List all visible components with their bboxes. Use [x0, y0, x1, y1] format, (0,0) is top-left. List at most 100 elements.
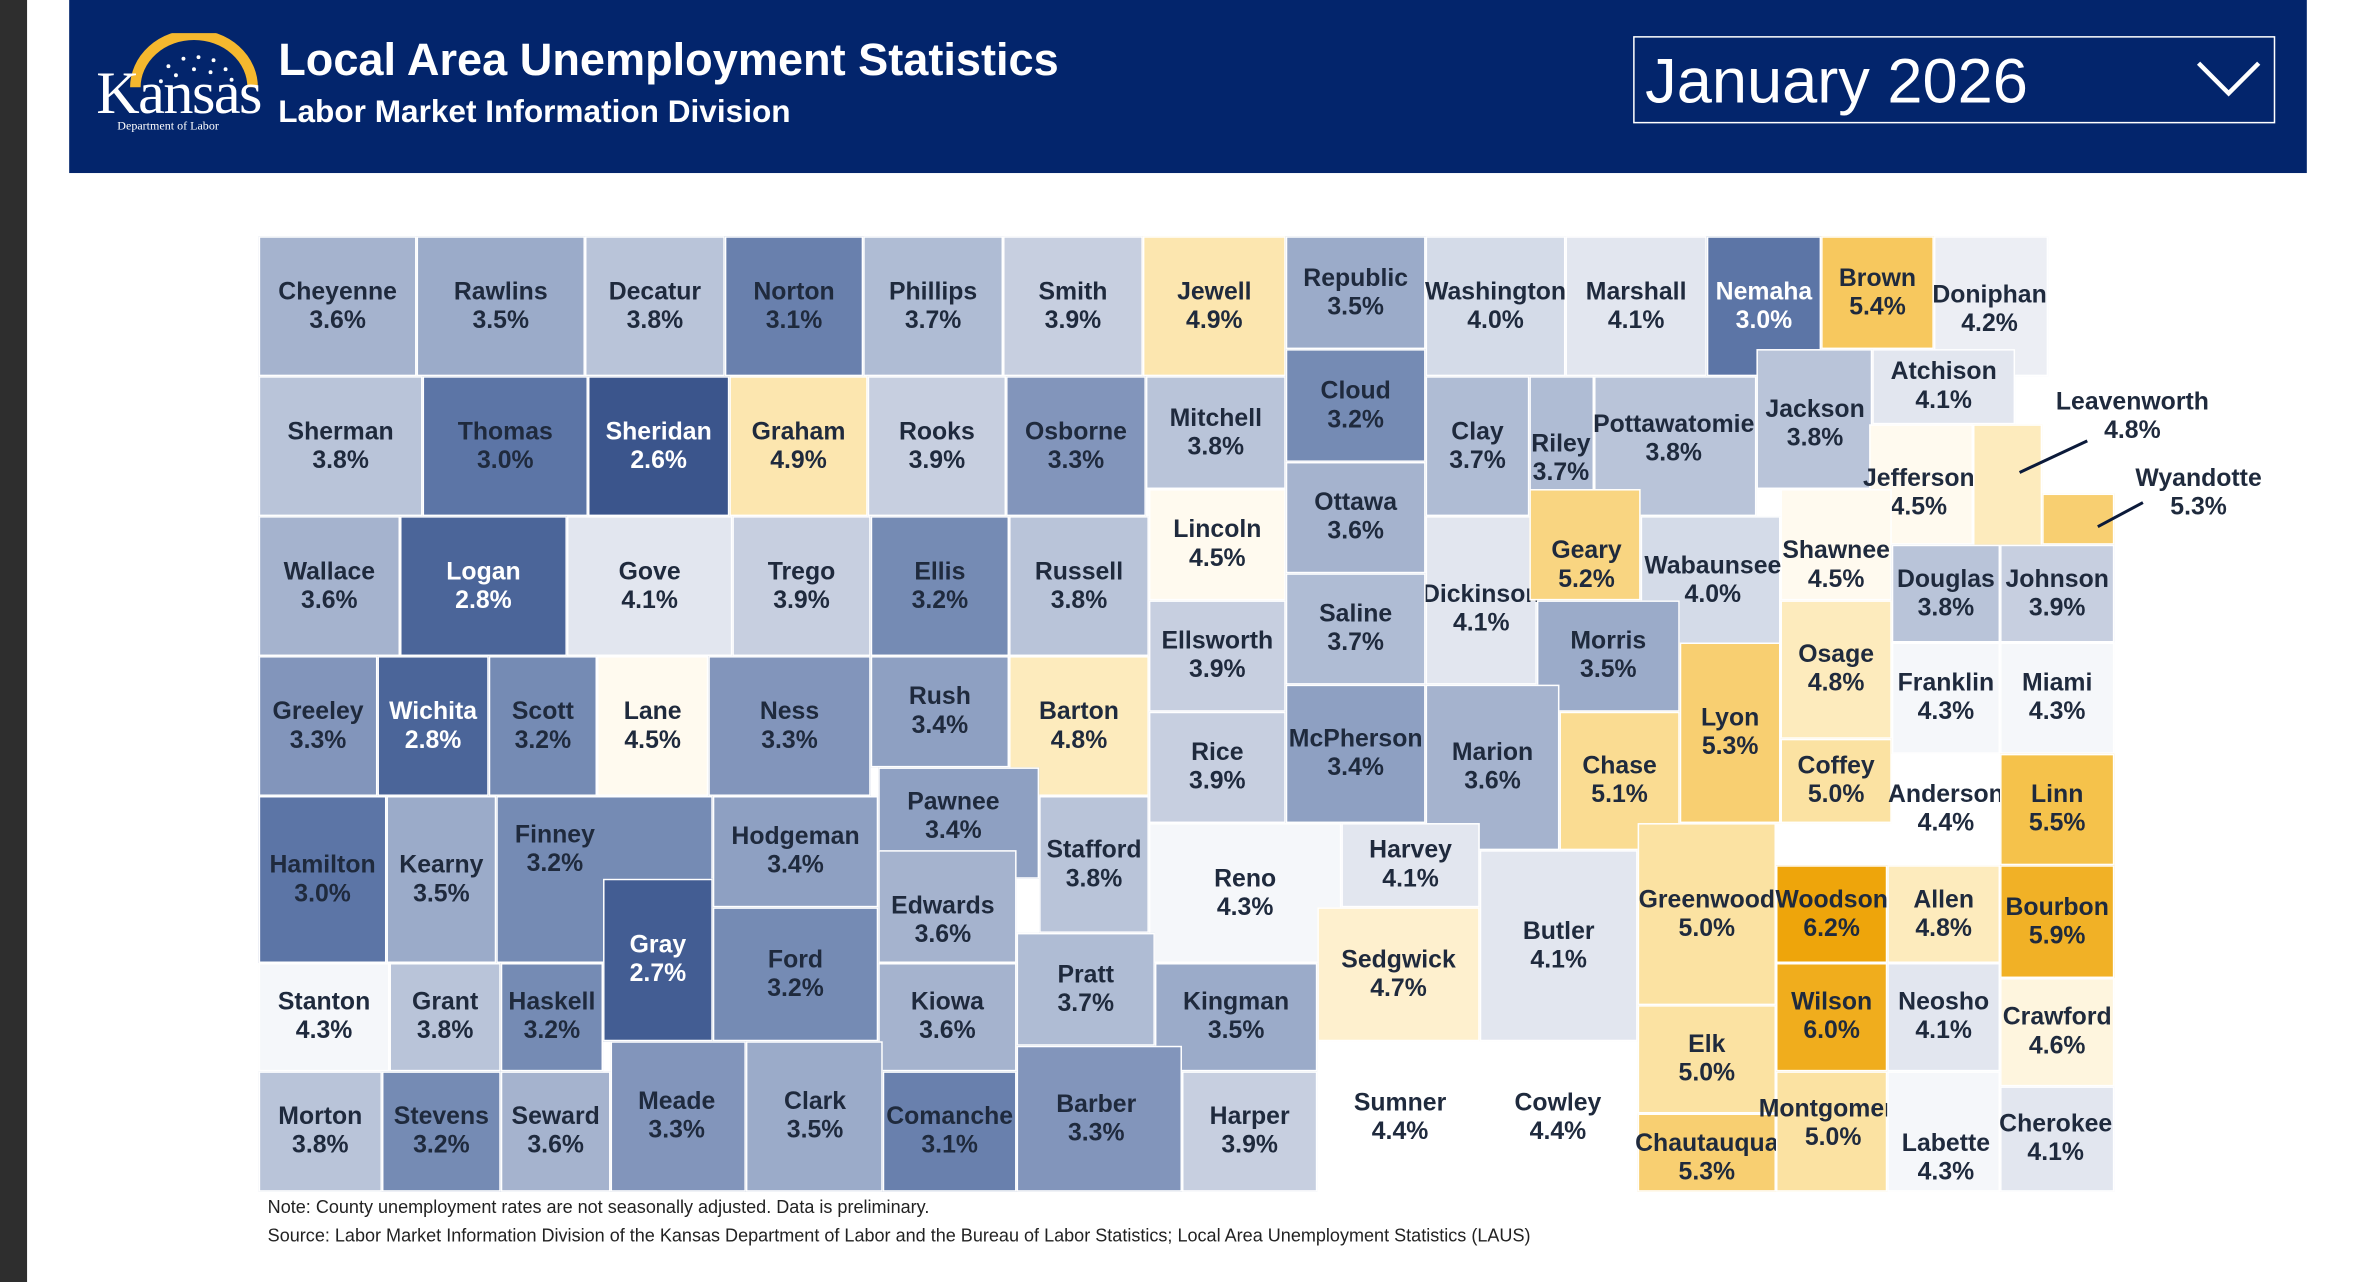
- footer-note: Note: County unemployment rates are not …: [267, 1196, 930, 1218]
- county-cherokee[interactable]: [2000, 1086, 2115, 1192]
- county-neosho[interactable]: [1887, 963, 2001, 1072]
- county-saline[interactable]: [1285, 573, 1426, 685]
- county-republic[interactable]: [1285, 236, 1426, 350]
- county-gove[interactable]: [566, 516, 733, 657]
- county-bourbon[interactable]: [2000, 865, 2115, 979]
- county-logan[interactable]: [400, 516, 567, 657]
- county-kingman[interactable]: [1154, 963, 1318, 1072]
- county-wichita[interactable]: [377, 656, 489, 796]
- county-greenwood[interactable]: [1637, 823, 1776, 1006]
- county-kiowa[interactable]: [878, 963, 1017, 1072]
- county-reno[interactable]: [1148, 823, 1342, 964]
- county-johnson[interactable]: [2000, 544, 2115, 643]
- county-brown[interactable]: [1821, 236, 1934, 350]
- county-greeley[interactable]: [258, 656, 378, 796]
- county-washington[interactable]: [1425, 236, 1566, 377]
- county-trego[interactable]: [732, 516, 871, 657]
- county-scott[interactable]: [488, 656, 598, 796]
- county-edwards[interactable]: [878, 850, 1017, 964]
- county-sedgwick[interactable]: [1317, 907, 1480, 1042]
- county-rush[interactable]: [870, 656, 1010, 768]
- county-anderson[interactable]: [1891, 753, 2001, 866]
- county-allen[interactable]: [1887, 865, 2001, 964]
- county-morton[interactable]: [258, 1071, 382, 1192]
- county-butler[interactable]: [1479, 850, 1638, 1042]
- county-stevens[interactable]: [381, 1071, 501, 1192]
- county-sherman[interactable]: [258, 376, 423, 517]
- county-kearny[interactable]: [386, 795, 497, 964]
- county-meade[interactable]: [610, 1041, 746, 1192]
- county-phillips[interactable]: [863, 236, 1004, 377]
- county-sumner[interactable]: [1317, 1041, 1480, 1192]
- footer-source: Source: Labor Market Information Divisio…: [267, 1224, 1531, 1246]
- county-linn[interactable]: [2000, 753, 2115, 866]
- county-graham[interactable]: [729, 376, 868, 517]
- county-stanton[interactable]: [258, 963, 390, 1072]
- county-geary[interactable]: [1529, 489, 1641, 601]
- county-franklin[interactable]: [1891, 642, 2001, 754]
- county-pottawatomie[interactable]: [1594, 376, 1757, 517]
- county-grant[interactable]: [389, 963, 501, 1072]
- county-mcpherson[interactable]: [1285, 684, 1426, 824]
- county-rice[interactable]: [1148, 711, 1286, 824]
- county-jewell[interactable]: [1142, 236, 1286, 377]
- county-pratt[interactable]: [1016, 932, 1155, 1046]
- county-chase[interactable]: [1559, 711, 1680, 851]
- county-cowley[interactable]: [1479, 1041, 1638, 1192]
- county-gray[interactable]: [603, 878, 713, 1042]
- county-wilson[interactable]: [1775, 963, 1888, 1072]
- county-seward[interactable]: [500, 1071, 611, 1192]
- period-select[interactable]: January 2026: [1633, 36, 2276, 124]
- county-montgomery[interactable]: [1775, 1071, 1888, 1192]
- county-osborne[interactable]: [1006, 376, 1146, 517]
- county-crawford[interactable]: [2000, 978, 2115, 1087]
- county-harvey[interactable]: [1341, 823, 1480, 908]
- county-ellis[interactable]: [870, 516, 1010, 657]
- county-mitchell[interactable]: [1145, 376, 1286, 490]
- county-ness[interactable]: [708, 656, 871, 796]
- county-hodgeman[interactable]: [712, 795, 879, 908]
- county-barber[interactable]: [1016, 1045, 1182, 1192]
- county-cheyenne[interactable]: [258, 236, 417, 377]
- county-smith[interactable]: [1003, 236, 1143, 377]
- county-jackson[interactable]: [1756, 349, 1873, 490]
- county-hamilton[interactable]: [258, 795, 387, 964]
- county-wallace[interactable]: [258, 516, 401, 657]
- county-marion[interactable]: [1425, 684, 1560, 851]
- county-elk[interactable]: [1637, 1005, 1776, 1114]
- county-cloud[interactable]: [1285, 349, 1426, 462]
- chevron-down-icon: [2196, 61, 2261, 97]
- county-miami[interactable]: [2000, 642, 2115, 754]
- county-rooks[interactable]: [867, 376, 1007, 517]
- county-norton[interactable]: [724, 236, 864, 377]
- county-clay[interactable]: [1425, 376, 1530, 517]
- county-sheridan[interactable]: [587, 376, 730, 517]
- county-dickinson[interactable]: [1425, 516, 1537, 685]
- county-marshall[interactable]: [1565, 236, 1707, 377]
- county-thomas[interactable]: [422, 376, 588, 517]
- page-subtitle: Labor Market Information Division: [278, 94, 791, 130]
- county-coffey[interactable]: [1780, 738, 1892, 824]
- county-ellsworth[interactable]: [1148, 600, 1286, 712]
- county-ford[interactable]: [712, 907, 879, 1042]
- county-russell[interactable]: [1009, 516, 1149, 657]
- county-clark[interactable]: [745, 1041, 883, 1192]
- county-atchison[interactable]: [1872, 349, 2016, 425]
- county-harper[interactable]: [1181, 1071, 1318, 1192]
- county-morris[interactable]: [1536, 600, 1680, 712]
- county-comanche[interactable]: [882, 1071, 1017, 1192]
- county-lane[interactable]: [597, 656, 709, 796]
- county-shawnee[interactable]: [1780, 489, 1892, 601]
- county-stafford[interactable]: [1039, 795, 1149, 933]
- county-ottawa[interactable]: [1285, 461, 1426, 574]
- county-osage[interactable]: [1780, 600, 1892, 739]
- county-douglas[interactable]: [1891, 544, 2001, 643]
- county-chautauqua[interactable]: [1637, 1113, 1776, 1192]
- county-rawlins[interactable]: [416, 236, 585, 377]
- county-haskell[interactable]: [500, 963, 604, 1072]
- county-labette[interactable]: [1887, 1071, 2001, 1192]
- county-woodson[interactable]: [1775, 865, 1888, 964]
- county-decatur[interactable]: [584, 236, 725, 377]
- county-lyon[interactable]: [1679, 642, 1781, 824]
- county-lincoln[interactable]: [1148, 489, 1286, 601]
